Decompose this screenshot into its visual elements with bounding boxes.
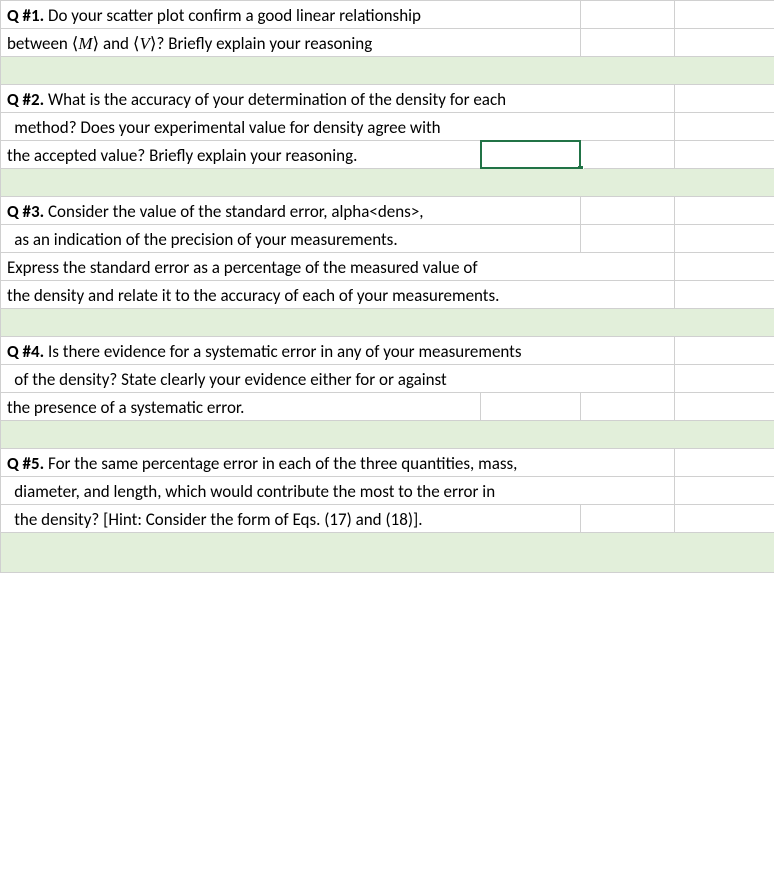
- empty-cell[interactable]: [675, 505, 774, 533]
- q3-answer-row: [1, 309, 774, 337]
- q1-line2-text: between ⟨M⟩ and ⟨V⟩? Briefly explain you…: [7, 33, 372, 54]
- empty-cell[interactable]: [675, 393, 774, 421]
- q1-label: Q #1.: [7, 5, 44, 26]
- empty-cell[interactable]: [675, 253, 774, 281]
- q4-line3-row: the presence of a systematic error.: [1, 393, 774, 421]
- empty-cell[interactable]: [675, 225, 774, 253]
- empty-cell[interactable]: [581, 505, 675, 533]
- q1-line2-cell[interactable]: between ⟨M⟩ and ⟨V⟩? Briefly explain you…: [1, 29, 581, 57]
- q3-line4-cell[interactable]: the density and relate it to the accurac…: [1, 281, 675, 309]
- q5-line2-text: diameter, and length, which would contri…: [7, 481, 495, 502]
- empty-cell[interactable]: [675, 1, 774, 29]
- empty-cell[interactable]: [581, 197, 675, 225]
- q3-line3-text: Express the standard error as a percenta…: [7, 257, 478, 278]
- q4-line2-row: of the density? State clearly your evide…: [1, 365, 774, 393]
- empty-cell[interactable]: [581, 225, 675, 253]
- spreadsheet-grid[interactable]: Q #1. Do your scatter plot confirm a goo…: [0, 0, 774, 573]
- q3-line2-cell[interactable]: as an indication of the precision of you…: [1, 225, 581, 253]
- q5-label: Q #5.: [7, 453, 44, 474]
- empty-cell[interactable]: [675, 85, 774, 113]
- q3-line1-cell[interactable]: Q #3. Consider the value of the standard…: [1, 197, 581, 225]
- empty-cell[interactable]: [581, 393, 675, 421]
- q3-label: Q #3.: [7, 201, 44, 222]
- empty-cell[interactable]: [581, 141, 675, 169]
- q2-label: Q #2.: [7, 89, 44, 110]
- empty-cell[interactable]: [581, 29, 675, 57]
- q4-label: Q #4.: [7, 341, 44, 362]
- q3-line3-row: Express the standard error as a percenta…: [1, 253, 774, 281]
- q3-line2-text: as an indication of the precision of you…: [7, 229, 398, 250]
- q4-line1-row: Q #4. Is there evidence for a systematic…: [1, 337, 774, 365]
- q4-line2-text: of the density? State clearly your evide…: [7, 369, 447, 390]
- q2-line2-row: method? Does your experimental value for…: [1, 113, 774, 141]
- q4-line3-cell[interactable]: the presence of a systematic error.: [1, 393, 481, 421]
- q4-line1-cell[interactable]: Q #4. Is there evidence for a systematic…: [1, 337, 675, 365]
- q5-line3-text: the density? [Hint: Consider the form of…: [7, 509, 423, 530]
- empty-cell[interactable]: [675, 141, 774, 169]
- q3-line1-row: Q #3. Consider the value of the standard…: [1, 197, 774, 225]
- q4-answer-row: [1, 421, 774, 449]
- q3-line3-cell[interactable]: Express the standard error as a percenta…: [1, 253, 675, 281]
- empty-cell[interactable]: [675, 281, 774, 309]
- q2-answer-row: [1, 169, 774, 197]
- q1-line1-row: Q #1. Do your scatter plot confirm a goo…: [1, 1, 774, 29]
- empty-cell[interactable]: [675, 337, 774, 365]
- q1-line1-text: Do your scatter plot confirm a good line…: [48, 5, 421, 26]
- q4-line2-cell[interactable]: of the density? State clearly your evide…: [1, 365, 675, 393]
- q5-line1-text: For the same percentage error in each of…: [48, 453, 517, 474]
- empty-cell[interactable]: [481, 393, 581, 421]
- q2-line3-row: the accepted value? Briefly explain your…: [1, 141, 774, 169]
- empty-cell[interactable]: [675, 449, 774, 477]
- q2-line2-cell[interactable]: method? Does your experimental value for…: [1, 113, 675, 141]
- q3-line2-row: as an indication of the precision of you…: [1, 225, 774, 253]
- empty-cell[interactable]: [675, 365, 774, 393]
- q5-answer-row: [1, 533, 774, 573]
- q3-line4-row: the density and relate it to the accurac…: [1, 281, 774, 309]
- q1-answer-row: [1, 57, 774, 85]
- q2-line3-cell[interactable]: the accepted value? Briefly explain your…: [1, 141, 481, 169]
- q5-line2-row: diameter, and length, which would contri…: [1, 477, 774, 505]
- q3-line1-text: Consider the value of the standard error…: [48, 201, 424, 222]
- q4-line1-text: Is there evidence for a systematic error…: [48, 341, 522, 362]
- q1-answer-area[interactable]: [1, 57, 774, 85]
- q5-line3-row: the density? [Hint: Consider the form of…: [1, 505, 774, 533]
- q4-line3-text: the presence of a systematic error.: [7, 397, 244, 418]
- q2-line2-text: method? Does your experimental value for…: [7, 117, 441, 138]
- q5-line3-cell[interactable]: the density? [Hint: Consider the form of…: [1, 505, 581, 533]
- empty-cell[interactable]: [675, 29, 774, 57]
- q5-line1-cell[interactable]: Q #5. For the same percentage error in e…: [1, 449, 675, 477]
- q1-line1-cell[interactable]: Q #1. Do your scatter plot confirm a goo…: [1, 1, 581, 29]
- q2-answer-area[interactable]: [1, 169, 774, 197]
- q2-line1-row: Q #2. What is the accuracy of your deter…: [1, 85, 774, 113]
- q2-line3-text: the accepted value? Briefly explain your…: [7, 145, 357, 166]
- q1-line2-row: between ⟨M⟩ and ⟨V⟩? Briefly explain you…: [1, 29, 774, 57]
- q5-line1-row: Q #5. For the same percentage error in e…: [1, 449, 774, 477]
- selected-cell[interactable]: [481, 141, 581, 169]
- q3-answer-area[interactable]: [1, 309, 774, 337]
- empty-cell[interactable]: [675, 197, 774, 225]
- empty-cell[interactable]: [675, 113, 774, 141]
- empty-cell[interactable]: [675, 477, 774, 505]
- q2-line1-text: What is the accuracy of your determinati…: [48, 89, 506, 110]
- q5-answer-area[interactable]: [1, 533, 774, 573]
- q5-line2-cell[interactable]: diameter, and length, which would contri…: [1, 477, 675, 505]
- q4-answer-area[interactable]: [1, 421, 774, 449]
- q3-line4-text: the density and relate it to the accurac…: [7, 285, 499, 306]
- q2-line1-cell[interactable]: Q #2. What is the accuracy of your deter…: [1, 85, 675, 113]
- empty-cell[interactable]: [581, 1, 675, 29]
